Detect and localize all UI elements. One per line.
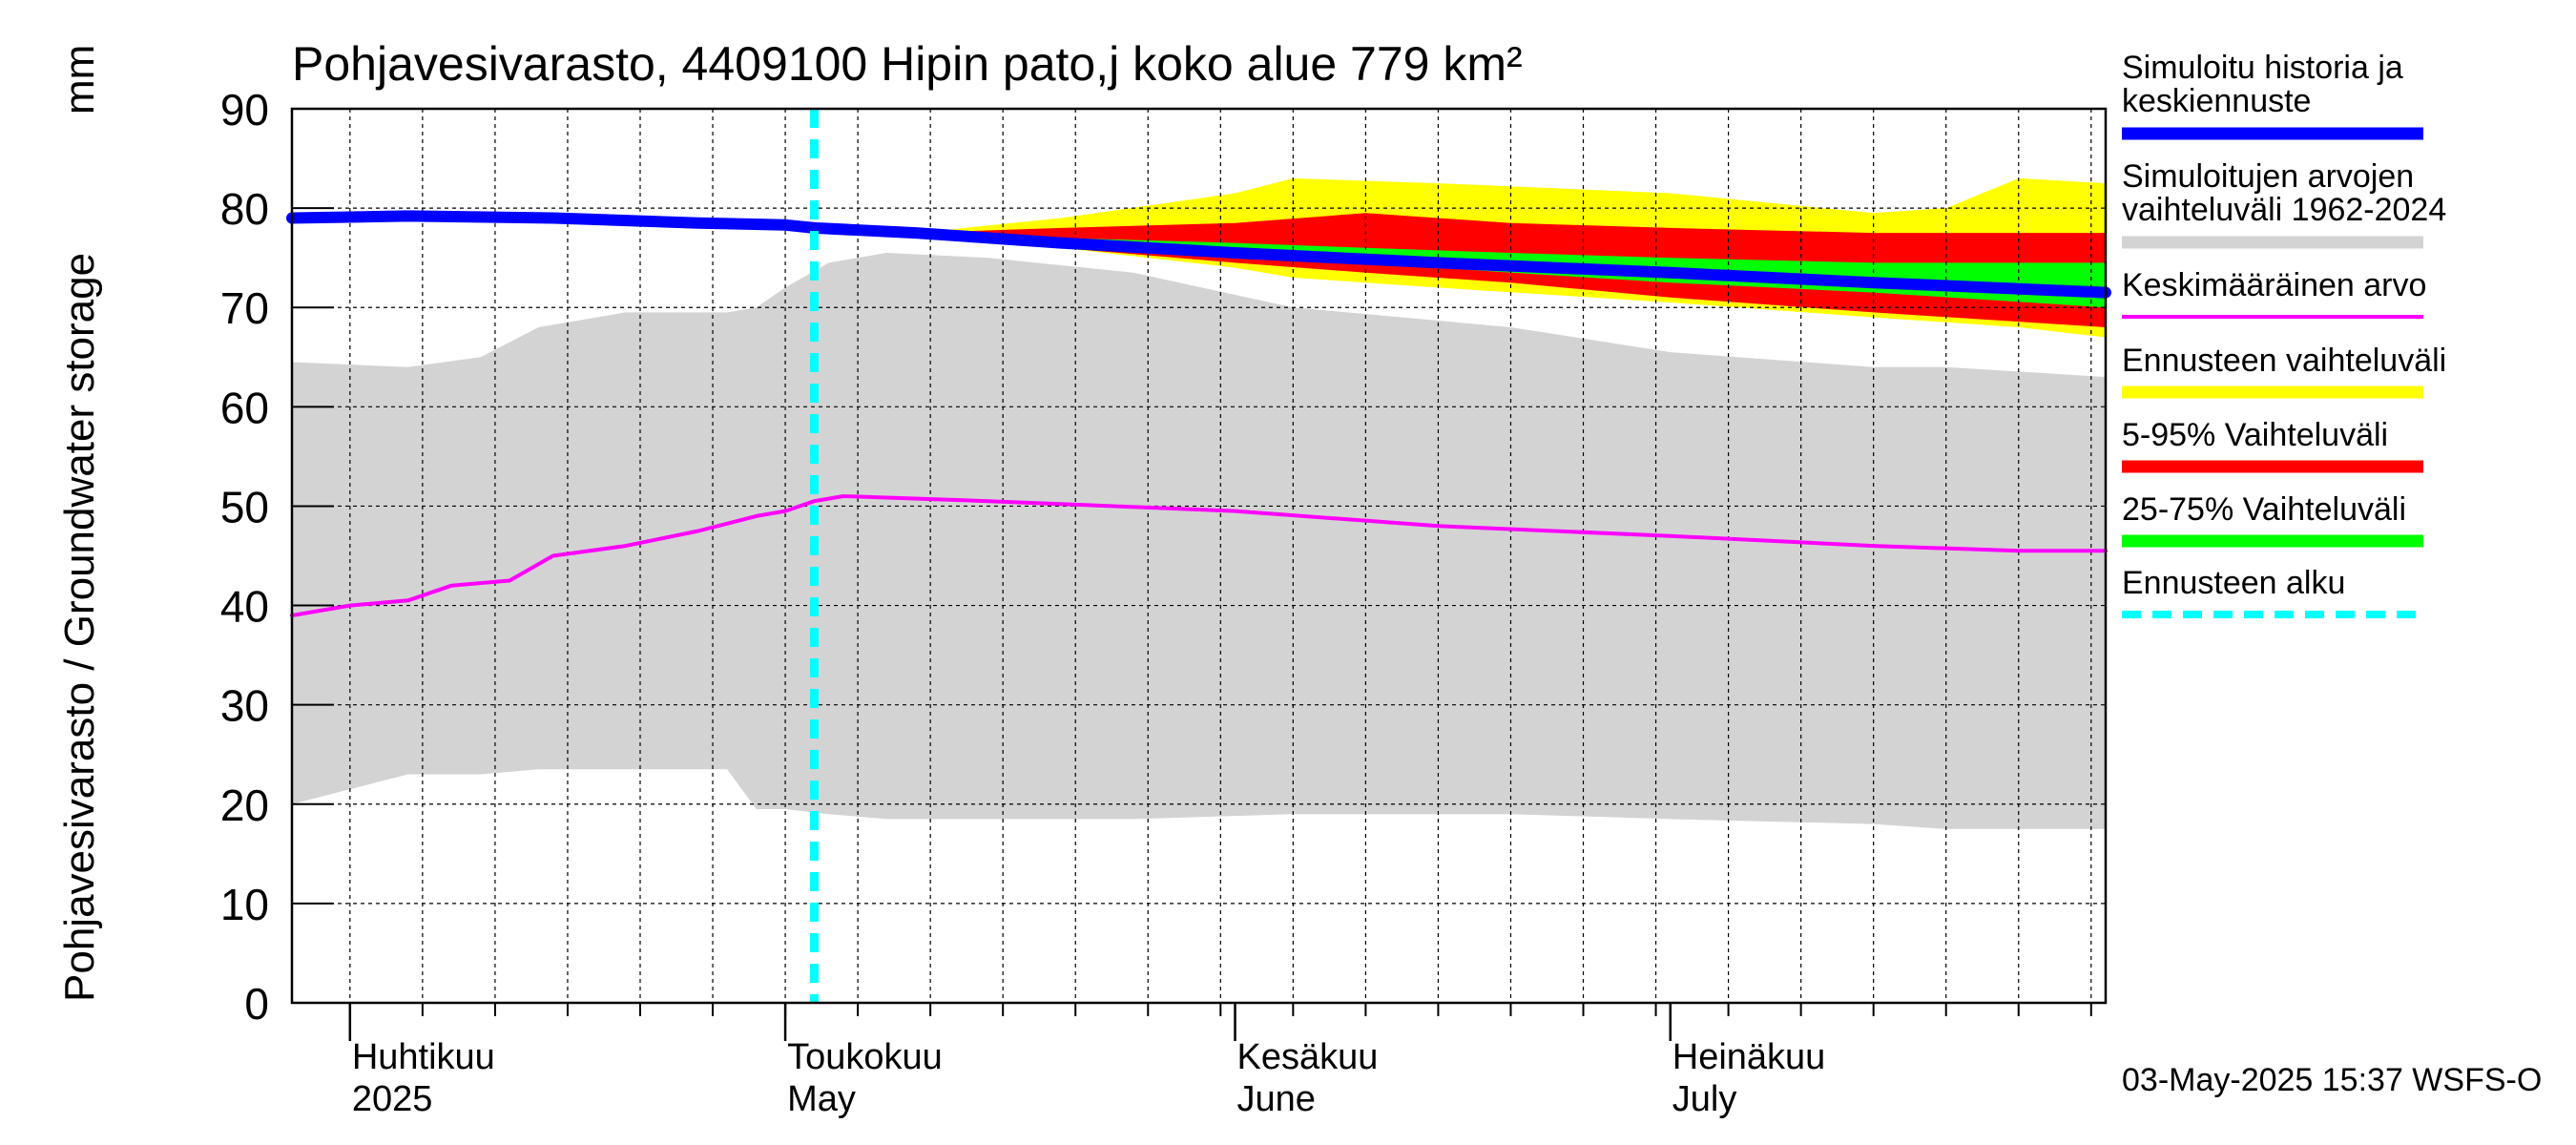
y-tick-label: 70 (220, 283, 269, 333)
x-month-sublabel: 2025 (352, 1079, 433, 1119)
y-tick-label: 90 (220, 85, 269, 135)
y-tick-label: 60 (220, 383, 269, 432)
series-band-0 (292, 253, 2106, 829)
y-tick-label: 0 (244, 979, 269, 1029)
series-line-5 (286, 210, 2111, 299)
legend-swatch (2122, 127, 2423, 140)
y-tick-label: 40 (220, 582, 269, 632)
x-month-label: Kesäkuu (1237, 1037, 1379, 1077)
legend-label: Simuloitujen arvojen (2122, 158, 2414, 195)
grid-layer (292, 109, 2106, 1003)
legend-label: vaihteluväli 1962-2024 (2122, 192, 2446, 228)
x-month-sublabel: July (1672, 1079, 1737, 1119)
chart-title: Pohjavesivarasto, 4409100 Hipin pato,j k… (292, 37, 1523, 91)
y-tick-label: 50 (220, 482, 269, 531)
legend-swatch (2122, 236, 2423, 249)
legend-label: Ennusteen alku (2122, 565, 2345, 601)
legend-label: Simuloitu historia ja (2122, 50, 2403, 86)
y-tick-label: 20 (220, 781, 269, 830)
y-axis-unit: mm (56, 45, 103, 114)
y-tick-label: 10 (220, 880, 269, 929)
x-month-sublabel: June (1237, 1079, 1316, 1119)
legend-label: keskiennuste (2122, 83, 2311, 119)
legend-swatch (2122, 385, 2423, 399)
y-tick-label: 80 (220, 184, 269, 234)
line-layer (286, 109, 2111, 1003)
x-month-label: Toukokuu (787, 1037, 943, 1077)
timestamp: 03-May-2025 15:37 WSFS-O (2122, 1062, 2542, 1098)
legend-swatch (2122, 534, 2423, 548)
x-month-label: Huhtikuu (352, 1037, 495, 1077)
legend-swatch (2122, 315, 2423, 319)
legend-label: Ennusteen vaihteluväli (2122, 343, 2446, 379)
x-month-sublabel: May (787, 1079, 856, 1119)
legend-label: Keskimääräinen arvo (2122, 267, 2426, 303)
legend-label: 25-75% Vaihteluväli (2122, 491, 2406, 528)
x-month-label: Heinäkuu (1672, 1037, 1826, 1077)
legend-swatch (2122, 460, 2423, 473)
series-line-4 (290, 494, 2108, 617)
y-tick-label: 30 (220, 681, 269, 731)
y-axis-label: Pohjavesivarasto / Groundwater storage (56, 253, 103, 1002)
legend-label: 5-95% Vaihteluväli (2122, 417, 2388, 453)
plot-frame (290, 107, 2108, 1005)
